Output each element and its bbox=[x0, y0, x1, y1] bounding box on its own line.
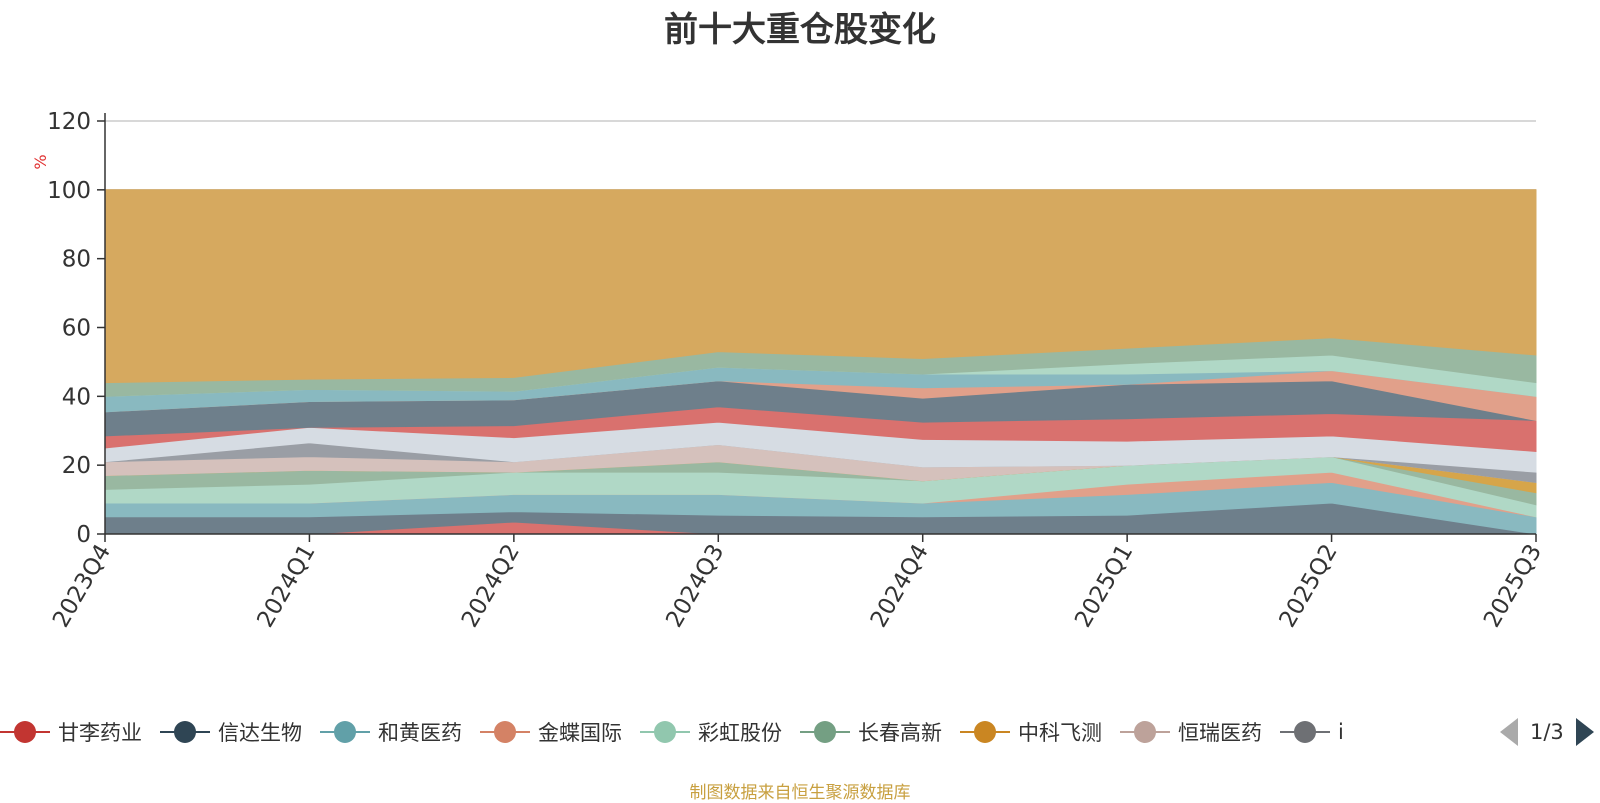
x-tick-label-4: 2024Q4 bbox=[866, 540, 934, 632]
legend-marker-icon bbox=[320, 720, 370, 744]
pager-next-icon[interactable] bbox=[1575, 718, 1594, 746]
legend-label: 甘李药业 bbox=[58, 721, 142, 745]
legend-label: 中科飞测 bbox=[1018, 721, 1102, 745]
legend-marker-icon bbox=[1280, 720, 1330, 744]
x-tick-label-7: 2025Q3 bbox=[1479, 540, 1547, 632]
legend-item-5[interactable]: 长春高新 bbox=[800, 712, 942, 752]
pager-prev-icon[interactable] bbox=[1500, 718, 1518, 746]
x-tick-label-5: 2025Q1 bbox=[1070, 540, 1138, 632]
y-axis-label: % bbox=[31, 154, 50, 169]
legend-marker-icon bbox=[480, 720, 530, 744]
x-tick-label-3: 2024Q3 bbox=[661, 540, 729, 632]
legend-item-3[interactable]: 金蝶国际 bbox=[480, 712, 622, 752]
legend-marker-icon bbox=[160, 720, 210, 744]
legend-label: 长春高新 bbox=[858, 721, 942, 745]
legend-item-0[interactable]: 甘李药业 bbox=[0, 712, 142, 752]
legend-label: 彩虹股份 bbox=[698, 721, 782, 745]
legend-marker-icon bbox=[1120, 720, 1170, 744]
legend-item-1[interactable]: 信达生物 bbox=[160, 712, 302, 752]
legend-marker-icon bbox=[0, 720, 50, 744]
chart-title: 前十大重仓股变化 bbox=[664, 10, 936, 50]
legend-item-2[interactable]: 和黄医药 bbox=[320, 712, 462, 752]
legend-item-7[interactable]: 恒瑞医药 bbox=[1120, 712, 1262, 752]
x-tick-label-2: 2024Q2 bbox=[457, 540, 525, 632]
pager-text: 1/3 bbox=[1530, 720, 1564, 744]
source-note: 制图数据来自恒生聚源数据库 bbox=[689, 783, 911, 803]
y-tick-label-2: 40 bbox=[62, 384, 91, 410]
y-tick-label-3: 60 bbox=[62, 316, 91, 342]
legend-label: 金蝶国际 bbox=[538, 721, 622, 745]
legend-label: 恒瑞医药 bbox=[1178, 721, 1262, 745]
legend-item-6[interactable]: 中科飞测 bbox=[960, 712, 1102, 752]
area-series-16 bbox=[104, 189, 1537, 384]
legend-label: 和黄医药 bbox=[378, 721, 462, 745]
legend-marker-icon bbox=[640, 720, 690, 744]
legend-marker-icon bbox=[800, 720, 850, 744]
y-tick-label-0: 0 bbox=[76, 522, 91, 548]
y-tick-label-5: 100 bbox=[47, 178, 91, 204]
stacked-area-chart: 0 20 40 60 80 100 120% 2023Q4 2024Q1 2024Q2 2024Q3… bbox=[31, 109, 1547, 632]
legend: 甘李药业 信达生物 和黄医药 金蝶国际 彩虹股份 长春高新 中科飞测 恒瑞医药 i bbox=[0, 712, 1485, 752]
x-tick-label-6: 2025Q2 bbox=[1275, 540, 1343, 632]
x-tick-label-0: 2023Q4 bbox=[48, 540, 116, 632]
x-tick-label-1: 2024Q1 bbox=[252, 540, 320, 632]
legend-item-8[interactable]: i bbox=[1280, 712, 1344, 752]
legend-marker-icon bbox=[960, 720, 1010, 744]
legend-label: 信达生物 bbox=[218, 721, 302, 745]
area-layer bbox=[104, 189, 1537, 535]
y-tick-label-6: 120 bbox=[47, 109, 91, 135]
legend-pager: 1/3 bbox=[1500, 712, 1600, 752]
y-tick-label-1: 20 bbox=[62, 453, 91, 479]
legend-label: i bbox=[1338, 720, 1344, 744]
legend-item-4[interactable]: 彩虹股份 bbox=[640, 712, 782, 752]
y-tick-label-4: 80 bbox=[62, 247, 91, 273]
